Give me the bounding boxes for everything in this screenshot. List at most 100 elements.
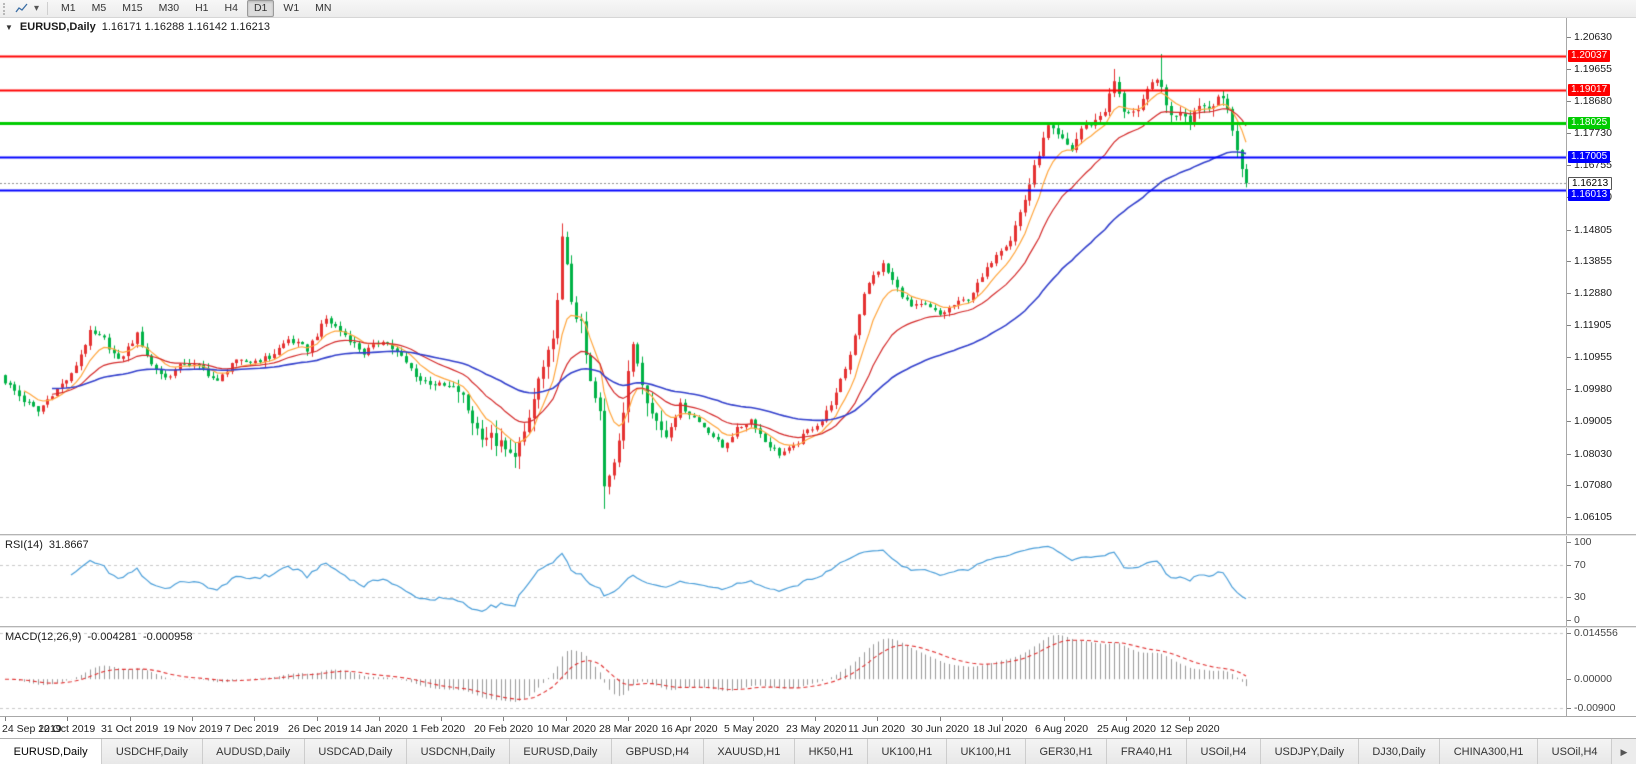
chart-tab-usoil-h4[interactable]: USOil,H4	[1186, 739, 1261, 764]
price-tick-label: 1.20630	[1574, 31, 1612, 43]
date-tick-mark	[628, 717, 629, 721]
chart-tab-china300-h1[interactable]: CHINA300,H1	[1440, 739, 1539, 764]
pane-divider[interactable]	[0, 626, 1636, 628]
chart-window: ▼ EURUSD,Daily 1.16171 1.16288 1.16142 1…	[0, 18, 1636, 738]
date-axis-label: 12 Oct 2019	[38, 723, 96, 735]
macd-main-value: -0.004281	[87, 631, 137, 643]
date-axis-label: 19 Nov 2019	[163, 723, 223, 735]
rsi-axis-label: 0	[1574, 614, 1580, 626]
toolbar-separator	[47, 2, 49, 15]
timeframes-toolbar: ▾ M1 M5 M15 M30 H1 H4 D1 W1 MN	[0, 0, 1636, 18]
date-axis-label: 23 May 2020	[786, 723, 847, 735]
price-line-badge: 1.19017	[1568, 84, 1611, 96]
date-tick-mark	[379, 717, 380, 721]
rsi-title: RSI(14) 31.8667	[5, 539, 89, 551]
chart-tab-usoil-h4[interactable]: USOil,H4	[1538, 739, 1613, 764]
chart-tab-usdcad-daily[interactable]: USDCAD,Daily	[304, 739, 407, 764]
chart-tab-uk100-h1[interactable]: UK100,H1	[867, 739, 947, 764]
rsi-tick-mark	[1567, 620, 1571, 621]
rsi-tick-mark	[1567, 565, 1571, 566]
price-tick-mark	[1567, 357, 1571, 358]
chart-tab-dj30-daily[interactable]: DJ30,Daily	[1358, 739, 1441, 764]
pane-divider[interactable]	[0, 534, 1636, 536]
chart-dropdown-caret-icon[interactable]: ▾	[34, 3, 40, 14]
price-axis[interactable]: 1.206301.196551.186801.177301.167551.157…	[1566, 18, 1636, 534]
rsi-tick-mark	[1567, 597, 1571, 598]
chart-tab-usdchf-daily[interactable]: USDCHF,Daily	[102, 739, 203, 764]
date-axis[interactable]: 24 Sep 2019 12 Oct 2019 31 Oct 2019 19 Nov …	[0, 716, 1636, 738]
macd-tick-mark	[1567, 708, 1571, 709]
price-tick-label: 1.08030	[1574, 448, 1612, 460]
price-tick-mark	[1567, 69, 1571, 70]
chart-tab-hk50-h1[interactable]: HK50,H1	[794, 739, 868, 764]
chart-tab-eurusd-daily[interactable]: EURUSD,Daily	[509, 739, 612, 764]
date-axis-label: 1 Feb 2020	[412, 723, 466, 735]
date-tick-mark	[503, 717, 504, 721]
price-tick-label: 1.14805	[1574, 224, 1612, 236]
date-tick-mark	[67, 717, 68, 721]
timeframe-button-w1[interactable]: W1	[283, 2, 300, 14]
macd-label: MACD(12,26,9)	[5, 631, 82, 643]
one-click-trading-toggle-icon[interactable]: ▼	[5, 22, 13, 32]
timeframe-button-h1[interactable]: H1	[195, 2, 209, 14]
rsi-value: 31.8667	[48, 539, 89, 551]
chart-tab-fra40-h1[interactable]: FRA40,H1	[1107, 739, 1187, 764]
chart-tab-uk100-h1[interactable]: UK100,H1	[946, 739, 1026, 764]
date-axis-label: 26 Dec 2019	[288, 723, 348, 735]
date-axis-label: 12 Sep 2020	[1160, 723, 1220, 735]
date-axis-label: 24 Sep 2019	[2, 723, 62, 735]
chart-tab-usdcnh-daily[interactable]: USDCNH,Daily	[406, 739, 510, 764]
date-tick-mark	[753, 717, 754, 721]
main-chart-pane: ▼ EURUSD,Daily 1.16171 1.16288 1.16142 1…	[0, 18, 1636, 534]
macd-axis-label: 0.014556	[1574, 628, 1618, 639]
macd-axis[interactable]: 0.014556 0.00000 -0.00900	[1566, 628, 1636, 716]
date-tick-mark	[130, 717, 131, 721]
price-tick-label: 1.12880	[1574, 287, 1612, 299]
price-tick-mark	[1567, 230, 1571, 231]
date-tick-mark	[1064, 717, 1065, 721]
price-tick-mark	[1567, 389, 1571, 390]
date-tick-mark	[1002, 717, 1003, 721]
timeframe-button-m1[interactable]: M1	[61, 2, 76, 14]
chart-tab-usdjpy-daily[interactable]: USDJPY,Daily	[1260, 739, 1359, 764]
price-tick-mark	[1567, 101, 1571, 102]
chart-tab-audusd-daily[interactable]: AUDUSD,Daily	[202, 739, 305, 764]
rsi-axis-label: 30	[1574, 591, 1586, 603]
price-tick-mark	[1567, 485, 1571, 486]
date-axis-label: 30 Jun 2020	[911, 723, 969, 735]
timeframe-button-mn[interactable]: MN	[315, 2, 332, 14]
tab-scroll-right-button[interactable]: ▶	[1611, 740, 1636, 764]
date-axis-label: 16 Apr 2020	[661, 723, 718, 735]
rsi-axis-label: 70	[1574, 559, 1586, 571]
chart-ohlc-values: 1.16171 1.16288 1.16142 1.16213	[101, 21, 270, 33]
chart-tab-eurusd-daily[interactable]: EURUSD,Daily	[0, 739, 103, 764]
chart-tab-xauusd-h1[interactable]: XAUUSD,H1	[703, 739, 795, 764]
chart-tab-ger30-h1[interactable]: GER30,H1	[1025, 739, 1108, 764]
macd-indicator-pane: MACD(12,26,9) -0.004281 -0.000958 0.0145…	[0, 628, 1636, 716]
timeframe-button-h4[interactable]: H4	[224, 2, 238, 14]
price-tick-label: 1.19655	[1574, 63, 1612, 75]
timeframe-button-d1[interactable]: D1	[246, 0, 275, 17]
chart-tab-gbpusd-h4[interactable]: GBPUSD,H4	[611, 739, 704, 764]
price-tick-mark	[1567, 454, 1571, 455]
timeframe-button-m5[interactable]: M5	[91, 2, 107, 14]
toolbar-drag-handle[interactable]	[3, 2, 8, 15]
macd-tick-mark	[1567, 679, 1571, 680]
price-tick-mark	[1567, 261, 1571, 262]
price-tick-mark	[1567, 37, 1571, 38]
price-tick-mark	[1567, 517, 1571, 518]
price-line-badge: 1.20037	[1568, 50, 1611, 62]
timeframe-button-m30[interactable]: M30	[158, 2, 180, 14]
macd-canvas[interactable]	[0, 628, 1566, 716]
timeframe-buttons-group: M1 M5 M15 M30 H1 H4 D1 W1 MN	[53, 0, 339, 17]
price-line-badge: 1.18025	[1568, 117, 1611, 129]
chart-tab-bar: EURUSD,Daily USDCHF,Daily AUDUSD,Daily USDC…	[0, 738, 1636, 764]
rsi-canvas[interactable]	[0, 536, 1566, 626]
timeframe-button-m15[interactable]: M15	[122, 2, 143, 14]
rsi-axis[interactable]: 100 70 30 0	[1566, 536, 1636, 626]
main-chart-canvas[interactable]	[0, 18, 1566, 534]
date-axis-label: 5 May 2020	[724, 723, 779, 735]
chart-cursor-icon[interactable]	[12, 1, 31, 17]
price-tick-label: 1.09005	[1574, 415, 1612, 427]
